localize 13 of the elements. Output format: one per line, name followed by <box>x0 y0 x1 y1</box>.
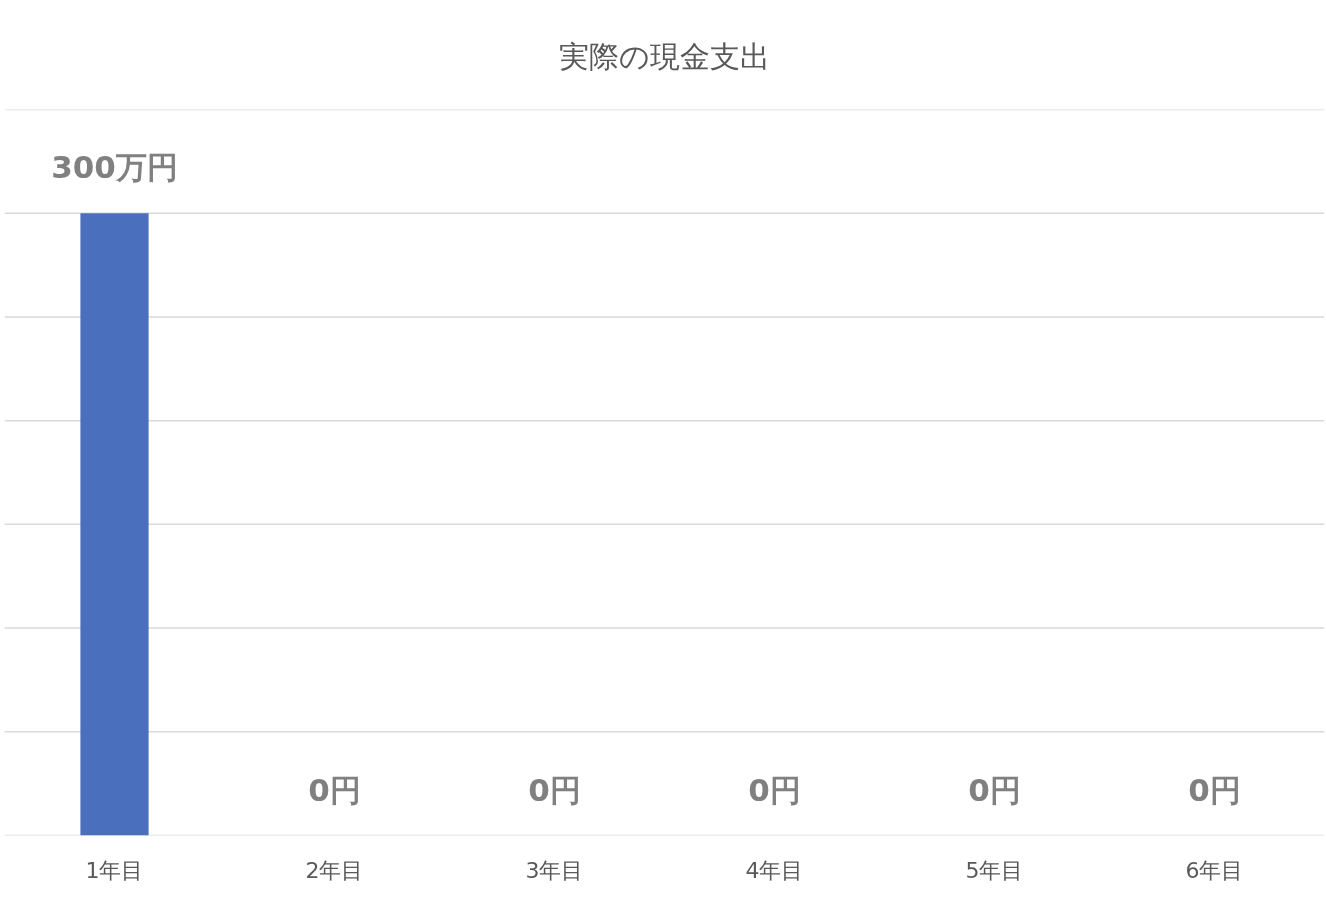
data-label: 0円 <box>1188 771 1241 808</box>
x-tick-label: 6年目 <box>1185 857 1244 883</box>
data-label: 0円 <box>308 771 361 808</box>
x-tick-label: 3年目 <box>525 857 584 883</box>
data-label: 0円 <box>968 771 1021 808</box>
data-label: 300万円 <box>51 149 178 186</box>
x-tick-label: 2年目 <box>305 857 364 883</box>
x-tick-label: 5年目 <box>965 857 1024 883</box>
x-tick-label: 1年目 <box>85 857 144 883</box>
data-label: 0円 <box>528 771 581 808</box>
chart-title: 実際の現金支出 <box>559 38 770 74</box>
data-label: 0円 <box>748 771 801 808</box>
x-tick-label: 4年目 <box>745 857 804 883</box>
